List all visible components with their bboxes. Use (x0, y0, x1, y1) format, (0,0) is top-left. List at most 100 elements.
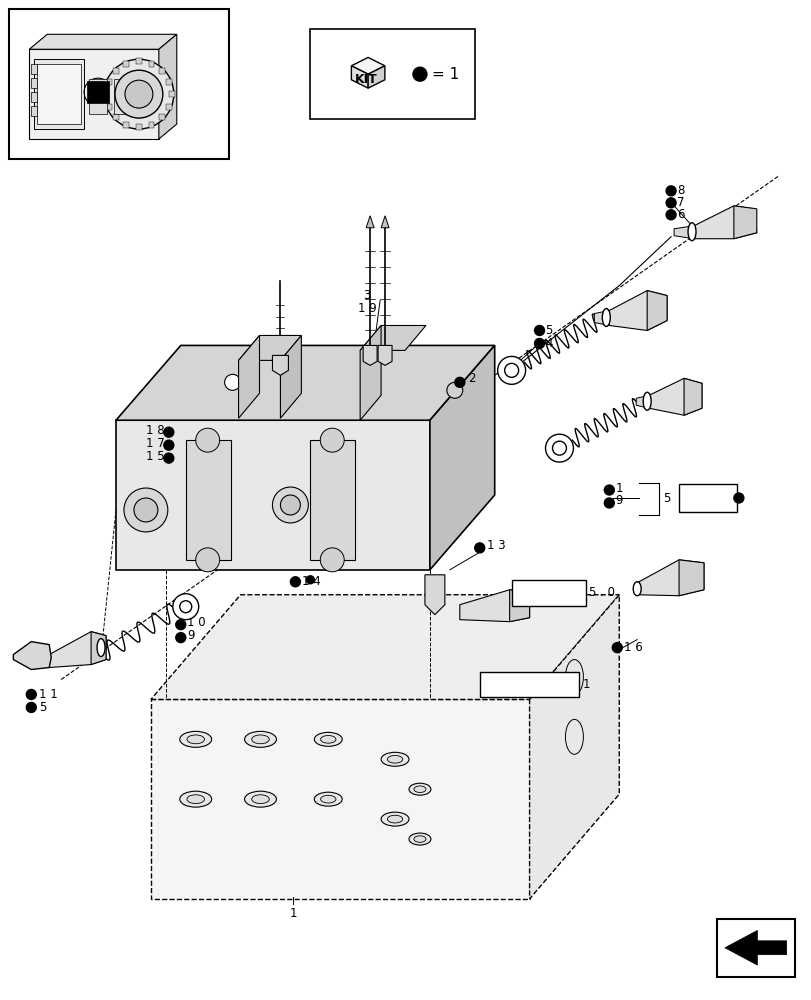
Polygon shape (459, 590, 529, 622)
Ellipse shape (633, 582, 641, 596)
Circle shape (320, 428, 344, 452)
Polygon shape (280, 335, 301, 418)
Polygon shape (693, 206, 756, 239)
Text: 1 9: 1 9 (358, 302, 376, 315)
Polygon shape (608, 291, 667, 330)
Polygon shape (151, 595, 619, 699)
Ellipse shape (314, 732, 341, 746)
Bar (123, 61, 129, 67)
Text: 1 2: 1 2 (697, 492, 716, 505)
Circle shape (26, 702, 36, 712)
Ellipse shape (380, 752, 409, 766)
Circle shape (26, 689, 36, 699)
Circle shape (320, 548, 344, 572)
Bar (10, 9, 229, 159)
Ellipse shape (409, 833, 431, 845)
Text: 1 7: 1 7 (146, 437, 165, 450)
Circle shape (164, 453, 174, 463)
Bar (89, 79, 107, 114)
Circle shape (175, 620, 186, 630)
Circle shape (497, 356, 525, 384)
Circle shape (454, 377, 464, 387)
Bar (123, 122, 129, 128)
Bar (716, 919, 794, 977)
Circle shape (306, 576, 314, 584)
Bar (159, 68, 165, 74)
Polygon shape (683, 378, 702, 415)
Bar (34, 59, 84, 129)
Polygon shape (424, 575, 444, 615)
Text: 4: 4 (545, 337, 552, 350)
Circle shape (175, 633, 186, 643)
Text: 2: 2 (467, 372, 474, 385)
Circle shape (173, 594, 199, 620)
Circle shape (733, 493, 743, 503)
Polygon shape (429, 345, 494, 570)
Ellipse shape (179, 731, 212, 747)
Circle shape (164, 440, 174, 450)
Text: 1 1: 1 1 (39, 688, 58, 701)
Polygon shape (186, 440, 230, 560)
Bar (135, 124, 142, 130)
Polygon shape (49, 632, 106, 668)
Circle shape (665, 198, 676, 208)
Circle shape (134, 498, 157, 522)
Ellipse shape (187, 735, 204, 744)
Text: 1: 1 (615, 482, 622, 495)
Bar (103, 91, 109, 97)
Polygon shape (636, 395, 648, 408)
Polygon shape (360, 325, 426, 350)
Bar (511, 580, 586, 606)
Polygon shape (116, 345, 494, 420)
Ellipse shape (414, 786, 426, 792)
Circle shape (413, 67, 427, 81)
Bar (32, 92, 37, 102)
Polygon shape (351, 57, 384, 74)
Polygon shape (238, 335, 260, 418)
Bar (135, 58, 142, 64)
Polygon shape (360, 325, 380, 420)
Text: 5: 5 (663, 492, 670, 505)
Text: 9: 9 (615, 494, 622, 507)
Polygon shape (367, 66, 384, 88)
Ellipse shape (97, 639, 105, 657)
Circle shape (665, 186, 676, 196)
Ellipse shape (642, 392, 650, 410)
Bar (87, 81, 109, 103)
Ellipse shape (387, 815, 402, 823)
Bar (148, 122, 154, 128)
Circle shape (179, 601, 191, 613)
Bar (114, 79, 131, 114)
Polygon shape (529, 595, 619, 899)
Ellipse shape (320, 795, 336, 803)
Circle shape (504, 363, 518, 377)
Circle shape (124, 488, 168, 532)
Bar (159, 114, 165, 120)
Text: 5 . 0: 5 . 0 (589, 586, 615, 599)
Circle shape (603, 498, 614, 508)
Text: 7: 7 (676, 196, 684, 209)
Circle shape (474, 543, 484, 553)
Circle shape (225, 374, 240, 390)
Text: 6: 6 (676, 208, 684, 221)
Text: 9: 9 (187, 629, 194, 642)
Text: 1 6: 1 6 (624, 641, 642, 654)
Polygon shape (310, 440, 354, 560)
Polygon shape (678, 560, 703, 596)
Ellipse shape (409, 783, 431, 795)
Text: = 1: = 1 (431, 67, 458, 82)
Text: 1 5: 1 5 (146, 450, 165, 463)
Circle shape (611, 643, 621, 653)
Ellipse shape (314, 792, 341, 806)
Bar (166, 104, 172, 110)
Circle shape (272, 487, 308, 523)
Text: KIT: KIT (354, 73, 377, 86)
Circle shape (115, 70, 163, 118)
Bar (32, 106, 37, 116)
Text: 5: 5 (545, 324, 552, 337)
Text: 1: 1 (581, 678, 589, 691)
Ellipse shape (387, 755, 402, 763)
Polygon shape (116, 420, 429, 570)
Circle shape (551, 441, 566, 455)
Circle shape (603, 485, 614, 495)
